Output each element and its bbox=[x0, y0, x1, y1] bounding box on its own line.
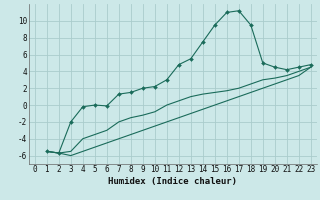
X-axis label: Humidex (Indice chaleur): Humidex (Indice chaleur) bbox=[108, 177, 237, 186]
